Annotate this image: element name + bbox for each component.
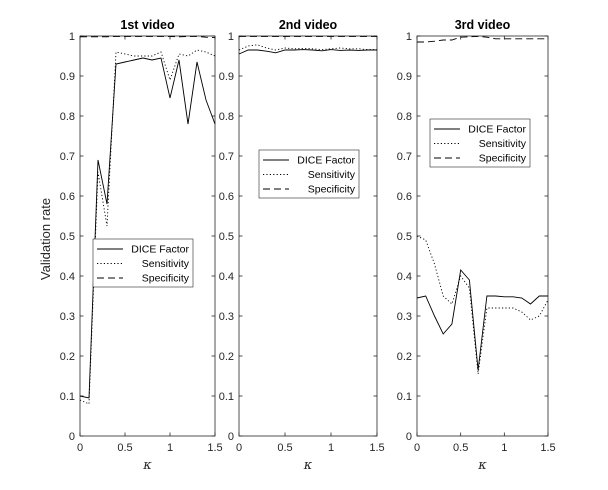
legend: DICE Factor Sensitivity Specificity — [429, 118, 531, 168]
y-tick-label: 1 — [228, 31, 234, 43]
legend: DICE Factor Sensitivity Specificity — [92, 238, 194, 288]
series-line-specificity — [80, 35, 216, 39]
y-tick-label: 0.6 — [219, 191, 234, 203]
plot-area — [79, 35, 216, 437]
legend-entry: DICE Factor — [297, 155, 355, 167]
y-tick-label: 0.6 — [397, 191, 412, 203]
plot-area — [416, 35, 549, 437]
y-tick-label: 0.8 — [397, 111, 412, 123]
y-tick-label: 0.8 — [60, 111, 75, 123]
y-tick-label: 0.1 — [60, 391, 75, 403]
y-tick-label: 0.9 — [219, 71, 234, 83]
x-tick-label: 0 — [236, 442, 242, 454]
legend-entry: Specificity — [308, 184, 356, 196]
y-tick-label: 0.2 — [397, 351, 412, 363]
y-tick-label: 0.5 — [397, 231, 412, 243]
y-tick-label: 0.6 — [60, 191, 75, 203]
plot-area — [238, 35, 378, 437]
y-tick-label: 0.4 — [60, 271, 75, 283]
panel-title: 3rd video — [455, 18, 511, 32]
series-line-dice-factor — [416, 268, 548, 371]
panel-title: 1st video — [120, 18, 175, 32]
series-line-sensitivity — [79, 49, 216, 405]
panel-2: 2nd video 0 0.1 0.2 0.3 0.4 0.5 0.6 0.7 0.8 0.9 1 0 0… — [219, 18, 385, 473]
legend-box — [429, 118, 531, 168]
y-tick-label: 0.3 — [397, 311, 412, 323]
series-line-dice-factor — [79, 57, 216, 399]
panel-3: 3rd video 0 0.1 0.2 0.3 0.4 0.5 0.6 0.7 0.8 0.9 1 0 0… — [397, 18, 556, 473]
y-tick-label: 0.1 — [397, 391, 412, 403]
x-tick-label: 1.5 — [369, 442, 384, 454]
legend-entry: Sensitivity — [308, 169, 356, 181]
legend-entry: DICE Factor — [131, 244, 189, 256]
x-tick-label: 1.5 — [540, 442, 555, 454]
x-tick-label: 0.5 — [117, 442, 132, 454]
y-tick-label: 0.3 — [60, 311, 75, 323]
y-tick-label: 0.9 — [60, 71, 75, 83]
y-tick-label: 0.9 — [397, 71, 412, 83]
x-tick-label: 0.5 — [453, 442, 468, 454]
legend-entry: Specificity — [479, 153, 527, 165]
legend-box — [92, 238, 194, 288]
x-tick-label: 0.5 — [277, 442, 292, 454]
y-tick-label: 0.5 — [219, 231, 234, 243]
y-tick-label: 0.4 — [219, 271, 234, 283]
x-tick-label: 1 — [501, 442, 507, 454]
x-tick-label: 0 — [77, 442, 83, 454]
x-axis-label: κ — [142, 458, 152, 473]
y-tick-label: 0.2 — [60, 351, 75, 363]
y-tick-label: 0.1 — [219, 391, 234, 403]
y-tick-label: 0.3 — [219, 311, 234, 323]
panel-title: 2nd video — [279, 18, 338, 32]
series-line-dice-factor — [238, 49, 377, 55]
legend-entry: DICE Factor — [468, 124, 526, 136]
y-tick-label: 0 — [228, 431, 234, 443]
x-axis-label: κ — [477, 458, 487, 473]
legend-box — [258, 149, 360, 199]
series-line-sensitivity — [238, 44, 377, 51]
y-tick-label: 0 — [69, 431, 75, 443]
y-tick-label: 0.7 — [397, 151, 412, 163]
y-axis-label: Validation rate — [38, 198, 53, 280]
y-tick-label: 0.5 — [60, 231, 75, 243]
y-tick-label: 0.7 — [219, 151, 234, 163]
y-tick-label: 0.4 — [397, 271, 412, 283]
y-tick-label: 0.2 — [219, 351, 234, 363]
x-tick-label: 0 — [414, 442, 420, 454]
y-tick-label: 1 — [406, 31, 412, 43]
legend-entry: Specificity — [142, 273, 190, 285]
x-tick-label: 1 — [167, 442, 173, 454]
legend-entry: Sensitivity — [142, 258, 190, 270]
y-tick-label: 0 — [406, 431, 412, 443]
y-tick-label: 0.7 — [60, 151, 75, 163]
y-tick-label: 0.8 — [219, 111, 234, 123]
y-tick-label: 1 — [69, 31, 75, 43]
x-tick-label: 1.5 — [207, 442, 222, 454]
x-axis-label: κ — [303, 458, 313, 473]
series-line-sensitivity — [416, 235, 549, 375]
legend-entry: Sensitivity — [479, 138, 527, 150]
x-tick-label: 1 — [328, 442, 334, 454]
legend: DICE Factor Sensitivity Specificity — [258, 149, 360, 199]
panel-1: 1st video 0 0.1 0.2 0.3 0.4 0.5 0.6 0.7 0.8 0.9 1 0 0… — [60, 18, 223, 473]
series-line-specificity — [417, 35, 548, 43]
